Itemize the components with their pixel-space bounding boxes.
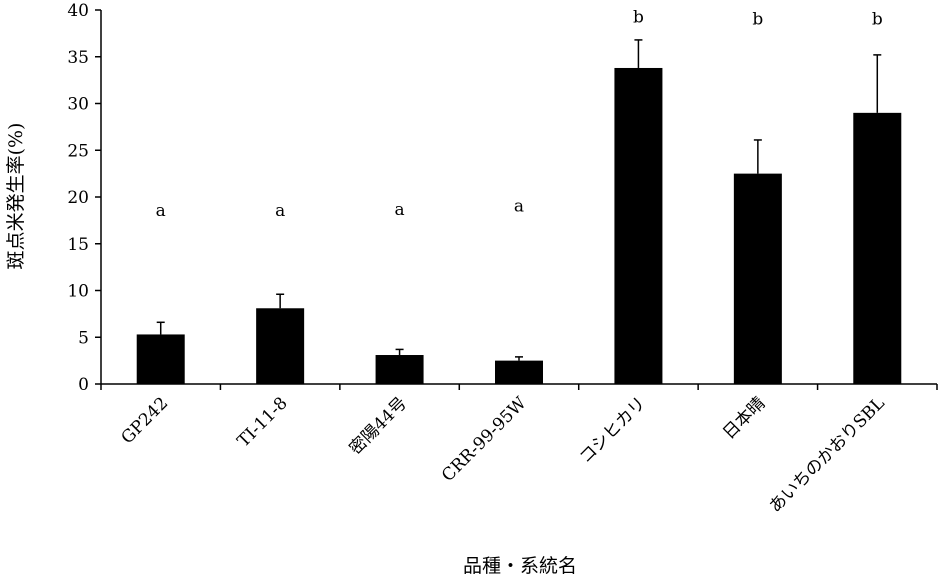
y-tick-label: 5 — [78, 328, 89, 348]
bar-3 — [495, 360, 543, 384]
y-tick-label: 10 — [67, 282, 89, 302]
y-tick-label: 40 — [67, 1, 89, 21]
category-label-2: 密陽44号 — [346, 393, 412, 459]
bar-5 — [733, 173, 782, 384]
category-label-0: GP242 — [117, 393, 172, 448]
bar-6 — [853, 112, 902, 384]
significance-label-1: a — [275, 201, 285, 221]
y-axis-title: 斑点米発生率(%) — [5, 123, 27, 270]
y-tick-label: 30 — [67, 95, 89, 115]
category-label-3: CRR-99-95W — [438, 393, 531, 486]
significance-label-4: b — [633, 7, 644, 27]
bar-1 — [256, 308, 305, 384]
bar-0 — [136, 334, 185, 384]
bar-2 — [375, 355, 424, 384]
bar-4 — [614, 67, 663, 384]
y-tick-label: 35 — [67, 48, 89, 68]
significance-label-2: a — [395, 200, 405, 220]
plot-area: 0 5 10 15 20 25 30 35 40 a GP242 a TI-11-8 a 密陽44号 a CRR… — [67, 1, 938, 517]
x-axis-title: 品種・系統名 — [463, 555, 577, 577]
category-label-4: コシヒカリ — [576, 393, 650, 467]
category-label-5: 日本晴 — [719, 393, 769, 443]
category-label-6: あいちのかおりSBL — [765, 393, 888, 516]
significance-label-6: b — [872, 9, 883, 29]
y-tick-label: 25 — [67, 141, 89, 161]
category-label-1: TI-11-8 — [234, 393, 292, 451]
y-tick-label: 15 — [67, 235, 89, 255]
y-tick-label: 20 — [67, 188, 89, 208]
y-tick-label: 0 — [78, 375, 89, 395]
significance-label-3: a — [514, 196, 524, 216]
significance-label-5: b — [752, 9, 763, 29]
significance-label-0: a — [156, 201, 166, 221]
